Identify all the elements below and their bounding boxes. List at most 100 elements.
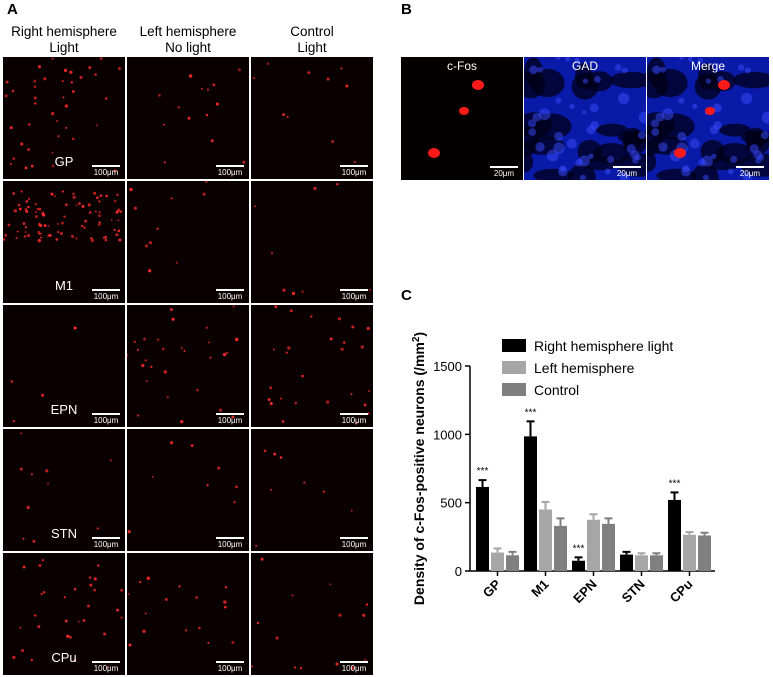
region-label-cpu: CPu: [51, 650, 77, 665]
legend-swatch: [502, 383, 526, 396]
bar-epn-2: [602, 523, 615, 571]
micrograph-epn-1: EPN 100μm: [3, 305, 125, 427]
bar-m1-1: [539, 509, 552, 571]
cell-dots: [253, 182, 372, 296]
scale-bar: 100μm: [340, 165, 368, 177]
bar-gp-0: [476, 486, 489, 571]
bar-m1-2: [554, 525, 567, 571]
x-tick-label: CPu: [667, 576, 696, 605]
gad-texture: [524, 57, 646, 180]
column-header-control-light: Control Light: [290, 24, 334, 55]
scale-bar: 20μm: [736, 166, 764, 178]
significance-mark: ***: [525, 407, 537, 418]
x-tick-label: STN: [619, 577, 648, 606]
cell-dots: [12, 559, 123, 668]
gad-image: GAD 20μm: [524, 57, 646, 180]
bar-stn-2: [650, 555, 663, 571]
micrograph-gp-2: 100μm: [127, 57, 249, 179]
micrograph-epn-3: 100μm: [251, 305, 373, 427]
legend-swatch: [502, 339, 526, 352]
micrograph-gp-3: 100μm: [251, 57, 373, 179]
bar-cpu-1: [683, 534, 696, 571]
scale-bar: 100μm: [340, 289, 368, 301]
scale-bar: 100μm: [216, 165, 244, 177]
region-label-gp: GP: [54, 154, 74, 169]
merge-label: Merge: [690, 59, 725, 73]
region-label-m1: M1: [54, 278, 74, 293]
panel-c-letter: C: [401, 287, 412, 304]
panel-b-letter: B: [401, 1, 412, 18]
bar-gp-1: [491, 552, 504, 571]
significance-mark: ***: [477, 466, 489, 477]
cell-dots: [129, 181, 208, 273]
micrograph-grid: GP 100μm 100μm 100μm M1 100μm 100μm 100μm EPN 100…: [3, 57, 373, 677]
cell-dots: [255, 449, 353, 547]
bar-cpu-0: [668, 499, 681, 571]
significance-mark: ***: [669, 478, 681, 489]
legend-label: Control: [534, 382, 579, 398]
scale-bar: 100μm: [340, 413, 368, 425]
column-header-left-nolight: Left hemisphere No light: [139, 24, 237, 55]
bar-gp-2: [506, 555, 519, 571]
cell-dots: [127, 576, 235, 647]
x-tick-label: M1: [528, 577, 551, 600]
scale-bar: 100μm: [92, 165, 120, 177]
micrograph-stn-1: STN 100μm: [3, 429, 125, 551]
cell-dots: [10, 326, 77, 423]
y-tick-label: 500: [440, 496, 462, 511]
bar-stn-0: [620, 554, 633, 571]
region-label-epn: EPN: [50, 402, 78, 417]
cell-dots: [251, 557, 369, 670]
scale-bar: 100μm: [340, 537, 368, 549]
x-tick-label: GP: [480, 576, 504, 600]
micrograph-cpu-3: 100μm: [251, 553, 373, 675]
scale-bar: 100μm: [92, 661, 120, 673]
x-tick-label: EPN: [570, 577, 600, 607]
bar-stn-1: [635, 555, 648, 571]
cell-dots: [158, 68, 246, 164]
scale-bar: 100μm: [216, 289, 244, 301]
y-tick-label: 1000: [433, 427, 462, 442]
panel-a-letter: A: [7, 1, 18, 18]
cell-dots: [253, 62, 356, 164]
gad-label: GAD: [571, 59, 598, 73]
micrograph-cpu-2: 100μm: [127, 553, 249, 675]
bar-cpu-2: [698, 535, 711, 571]
cfos-cells: [428, 80, 484, 158]
cell-dots: [4, 57, 121, 173]
region-label-stn: STN: [51, 526, 77, 541]
cell-dots: [127, 441, 238, 534]
bar-chart: 0 500 1000 1500 Density of c-Fos-positive ne…: [411, 332, 715, 607]
micrograph-m1-2: 100μm: [127, 181, 249, 303]
scale-bar: 100μm: [216, 661, 244, 673]
y-axis-label: Density of c-Fos-positive neurons (/mm2): [411, 332, 427, 605]
micrograph-stn-2: 100μm: [127, 429, 249, 551]
y-tick-label: 0: [455, 564, 462, 579]
legend-label: Left hemisphere: [534, 360, 635, 376]
merge-image: Merge 20μm: [647, 57, 769, 180]
merge-texture: [647, 57, 769, 180]
y-tick-label: 1500: [433, 359, 462, 374]
micrograph-gp-1: GP 100μm: [3, 57, 125, 179]
significance-mark: ***: [573, 543, 585, 554]
cell-dots: [127, 305, 239, 424]
cell-dots: [3, 190, 123, 243]
scale-bar: 100μm: [92, 413, 120, 425]
scale-bar: 100μm: [340, 661, 368, 673]
scale-bar: 100μm: [92, 537, 120, 549]
cell-dots: [267, 305, 370, 425]
immunofluorescence-panel: c-Fos 20μm GAD 20μm Merge 20μm: [401, 57, 769, 180]
micrograph-stn-3: 100μm: [251, 429, 373, 551]
column-header-right-light: Right hemisphere Light: [11, 24, 117, 55]
micrograph-cpu-1: CPu 100μm: [3, 553, 125, 675]
scale-bar: 100μm: [92, 289, 120, 301]
micrograph-epn-2: 100μm: [127, 305, 249, 427]
bar-epn-1: [587, 519, 600, 571]
scale-bar: 100μm: [216, 537, 244, 549]
legend-swatch: [502, 361, 526, 374]
bar-epn-0: [572, 560, 585, 571]
micrograph-m1-1: M1 100μm: [3, 181, 125, 303]
legend-label: Right hemisphere light: [534, 338, 673, 354]
scale-bar: 100μm: [216, 413, 244, 425]
micrograph-m1-3: 100μm: [251, 181, 373, 303]
